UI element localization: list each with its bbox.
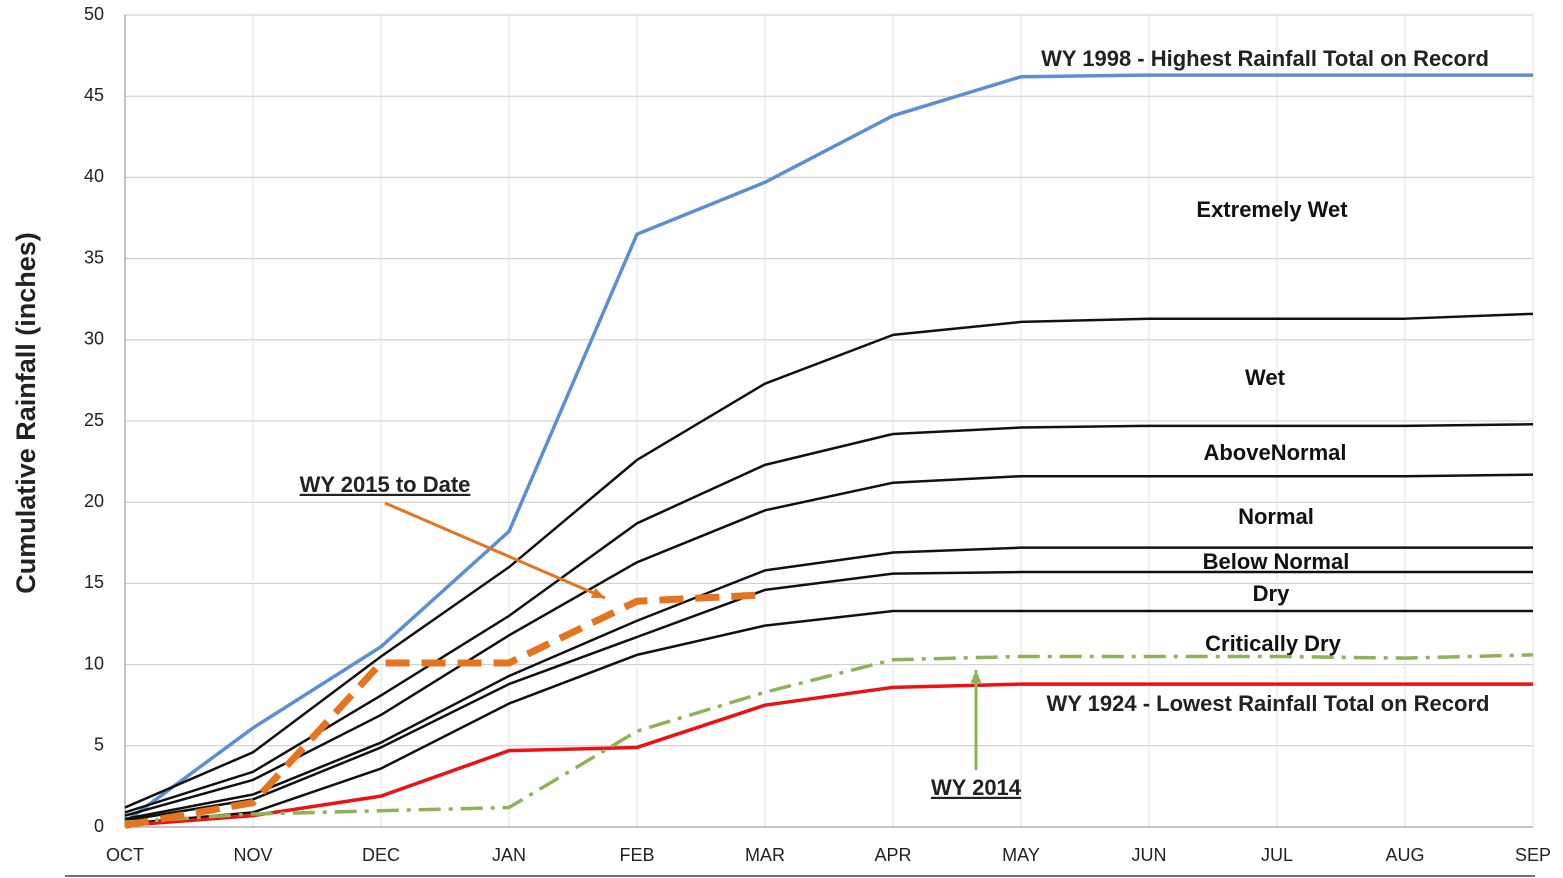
- y-tick-label: 40: [84, 166, 104, 186]
- y-tick-label: 15: [84, 572, 104, 592]
- x-tick-label: JUN: [1132, 845, 1167, 865]
- series-label: WY 2015 to Date: [300, 472, 471, 497]
- x-tick-label: FEB: [619, 845, 654, 865]
- zone-label: Wet: [1245, 365, 1286, 390]
- x-tick-label: AUG: [1385, 845, 1424, 865]
- series-line: [124, 473, 1534, 817]
- x-tick-label: OCT: [106, 845, 144, 865]
- x-tick-label: MAR: [745, 845, 785, 865]
- series-line: [124, 682, 1533, 828]
- series-line: [124, 312, 1534, 809]
- x-tick-label: MAY: [1002, 845, 1040, 865]
- y-tick-label: 5: [94, 735, 104, 755]
- x-tick-label: APR: [874, 845, 911, 865]
- x-tick-label: DEC: [362, 845, 400, 865]
- series-line: [124, 570, 1533, 822]
- y-tick-label: 45: [84, 85, 104, 105]
- annotation-arrow: [384, 501, 606, 600]
- series-line: [124, 591, 766, 829]
- arrow-head: [970, 670, 982, 683]
- series-line: [124, 546, 1533, 821]
- zone-label: AboveNormal: [1203, 440, 1346, 465]
- y-tick-label: 20: [84, 491, 104, 511]
- series-label: WY 1924 - Lowest Rainfall Total on Recor…: [1047, 691, 1490, 716]
- y-tick-label: 35: [84, 247, 104, 267]
- y-tick-label: 0: [94, 816, 104, 836]
- series-line: [123, 73, 1533, 824]
- x-tick-label: JAN: [492, 845, 526, 865]
- x-tick-label: NOV: [233, 845, 272, 865]
- series-line: [124, 653, 1534, 824]
- y-tick-label: 50: [84, 4, 104, 24]
- x-tick-label: SEP: [1515, 845, 1551, 865]
- series-line: [124, 422, 1534, 814]
- y-tick-label: 10: [84, 653, 104, 673]
- zone-label: Normal: [1238, 504, 1314, 529]
- series-line: [124, 609, 1533, 825]
- zone-label: Critically Dry: [1205, 631, 1341, 656]
- y-axis-title: Cumulative Rainfall (inches): [11, 232, 41, 594]
- arrow-head: [591, 587, 605, 598]
- zone-label: Below Normal: [1203, 549, 1350, 574]
- y-tick-label: 25: [84, 410, 104, 430]
- zone-label: Dry: [1253, 581, 1290, 606]
- series-label: WY 2014: [931, 775, 1022, 800]
- x-tick-label: JUL: [1261, 845, 1293, 865]
- series-label: WY 1998 - Highest Rainfall Total on Reco…: [1041, 46, 1489, 71]
- zone-label: Extremely Wet: [1196, 197, 1348, 222]
- y-tick-label: 30: [84, 329, 104, 349]
